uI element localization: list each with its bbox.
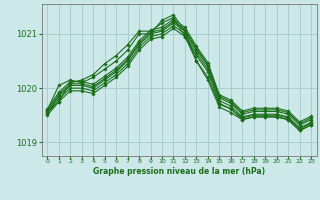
X-axis label: Graphe pression niveau de la mer (hPa): Graphe pression niveau de la mer (hPa) — [93, 167, 265, 176]
